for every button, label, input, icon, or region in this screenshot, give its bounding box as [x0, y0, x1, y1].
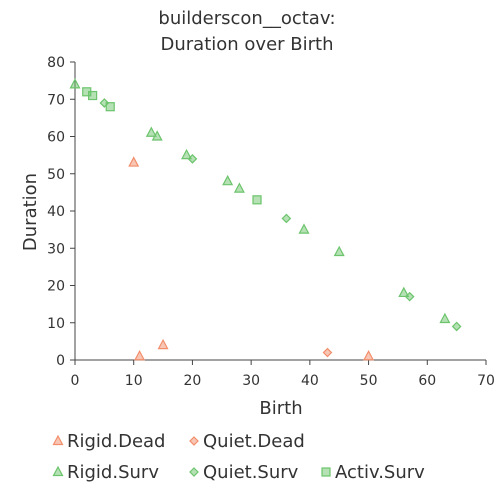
y-tick-label: 40	[47, 204, 65, 220]
y-tick-label: 60	[47, 130, 65, 146]
chart-title-line2: Duration over Birth	[161, 34, 334, 55]
point-activ-surv	[252, 195, 262, 205]
point-activ-surv	[88, 90, 98, 101]
y-tick-label: 80	[47, 55, 65, 71]
legend-marker-activ-surv	[321, 467, 331, 477]
point-quiet-surv	[404, 291, 415, 302]
x-tick-label: 70	[477, 373, 495, 389]
point-rigid-dead	[157, 338, 169, 350]
point-rigid-dead	[128, 156, 140, 167]
legend: Rigid.Dead Quiet.Dead Rigid.Surv Quiet.Surv…	[52, 431, 425, 483]
legend-marker-rigid-dead	[52, 434, 64, 446]
x-tick-label: 10	[125, 373, 143, 389]
y-ticks: 0 10 20 30 40 50 60 70 80	[47, 55, 75, 369]
y-tick-label: 50	[47, 167, 65, 183]
x-tick-label: 50	[360, 373, 378, 389]
point-rigid-surv	[151, 130, 163, 141]
x-tick-label: 30	[242, 373, 260, 389]
chart-title-line1: builderscon__octav:	[158, 8, 335, 29]
legend-item-quiet-surv[interactable]: Quiet.Surv	[189, 462, 299, 483]
point-activ-surv	[105, 102, 115, 112]
x-axis-label: Birth	[259, 398, 302, 419]
y-tick-label: 70	[47, 92, 65, 108]
point-rigid-surv	[181, 148, 193, 160]
x-tick-label: 60	[418, 373, 436, 389]
point-quiet-surv	[451, 321, 462, 332]
y-tick-label: 0	[56, 353, 65, 369]
legend-item-quiet-dead[interactable]: Quiet.Dead	[189, 431, 305, 452]
y-axis-label: Duration	[20, 173, 41, 251]
legend-label: Activ.Surv	[335, 462, 425, 483]
point-rigid-dead	[134, 349, 146, 361]
y-tick-label: 30	[47, 241, 65, 257]
legend-marker-quiet-surv	[189, 467, 199, 477]
point-rigid-surv	[233, 182, 245, 193]
x-tick-label: 0	[71, 373, 80, 389]
point-quiet-dead	[322, 347, 333, 358]
point-quiet-surv	[187, 154, 198, 164]
x-tick-label: 20	[184, 373, 202, 389]
legend-marker-rigid-surv	[52, 465, 64, 477]
point-rigid-surv	[145, 126, 157, 137]
legend-item-rigid-dead[interactable]: Rigid.Dead	[52, 431, 166, 452]
legend-label: Rigid.Surv	[67, 462, 159, 483]
legend-marker-quiet-dead	[189, 436, 199, 446]
point-quiet-surv	[281, 213, 292, 224]
legend-item-activ-surv[interactable]: Activ.Surv	[321, 462, 425, 483]
point-rigid-surv	[298, 223, 310, 234]
data-points	[69, 78, 462, 361]
legend-label: Quiet.Surv	[203, 462, 299, 483]
point-rigid-surv	[439, 312, 451, 324]
x-ticks: 0 10 20 30 40 50 60 70	[71, 360, 495, 389]
legend-label: Rigid.Dead	[67, 431, 165, 452]
legend-item-rigid-surv[interactable]: Rigid.Surv	[52, 462, 160, 483]
legend-label: Quiet.Dead	[203, 431, 305, 452]
point-rigid-surv	[398, 286, 410, 298]
x-tick-label: 40	[301, 373, 319, 389]
point-rigid-dead	[363, 349, 375, 361]
point-rigid-surv	[69, 78, 81, 89]
point-rigid-surv	[222, 174, 234, 186]
point-rigid-surv	[333, 245, 345, 257]
y-tick-label: 20	[47, 279, 65, 295]
y-tick-label: 10	[47, 316, 65, 332]
